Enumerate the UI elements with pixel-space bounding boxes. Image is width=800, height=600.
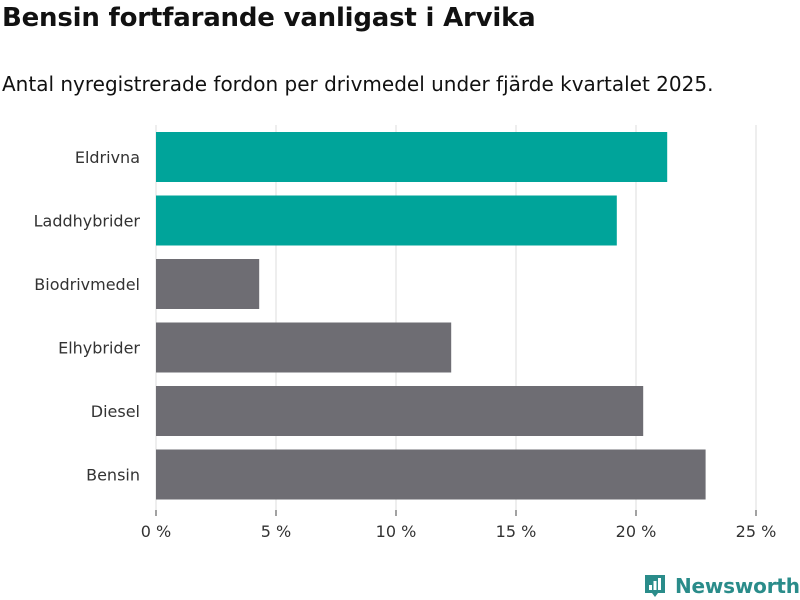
x-tick-label: 20 % [616, 522, 657, 541]
chart-title: Bensin fortfarande vanligast i Arvika [2, 3, 536, 33]
category-label: Elhybrider [58, 339, 140, 358]
category-labels: Eldrivna Laddhybrider Biodrivmedel Elhybrid… [34, 148, 141, 485]
bar-bensin [156, 449, 706, 500]
bars [156, 132, 706, 500]
x-tick-label: 10 % [376, 522, 417, 541]
bar-biodrivmedel [156, 259, 260, 309]
x-tick-label: 15 % [496, 522, 537, 541]
brand-name: Newsworthy [675, 574, 800, 598]
bar-laddhybrider [156, 195, 617, 246]
x-tick-label: 5 % [261, 522, 291, 541]
category-label: Eldrivna [75, 148, 140, 167]
bar-diesel [156, 386, 644, 436]
category-label: Diesel [91, 402, 140, 421]
x-axis-ticks: 0 % 5 % 10 % 15 % 20 % 25 % [141, 510, 777, 541]
grid-lines [155, 125, 757, 510]
category-label: Biodrivmedel [34, 275, 140, 294]
x-tick-label: 0 % [141, 522, 171, 541]
newsworthy-logo-icon [645, 575, 665, 597]
chart-subtitle: Antal nyregistrerade fordon per drivmede… [2, 72, 714, 96]
newsworthy-logo: Newsworthy [643, 570, 800, 600]
bar-elhybrider [156, 322, 452, 373]
x-tick-label: 25 % [736, 522, 777, 541]
category-label: Laddhybrider [34, 212, 141, 231]
bar-eldrivna [156, 132, 668, 182]
category-label: Bensin [86, 466, 140, 485]
